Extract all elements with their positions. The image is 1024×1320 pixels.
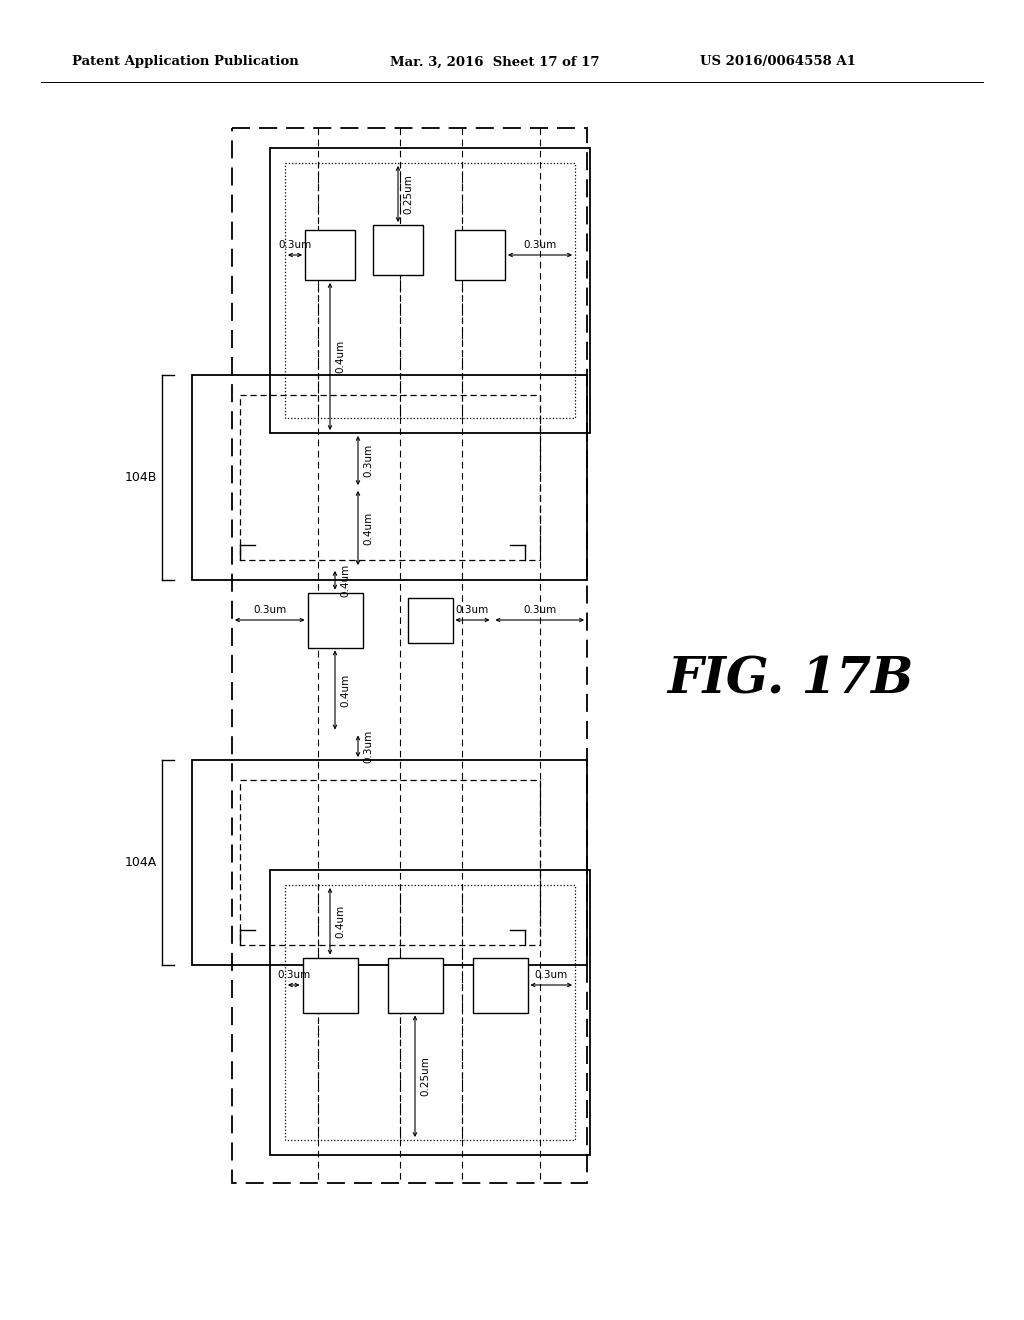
Bar [193, 760, 587, 965]
Bar [472, 957, 527, 1012]
Bar [285, 884, 575, 1140]
Text: FIG. 17B: FIG. 17B [667, 656, 913, 705]
Text: 0.3um: 0.3um [535, 970, 568, 979]
Text: 0.3um: 0.3um [278, 970, 310, 979]
Text: 0.4um: 0.4um [340, 673, 350, 706]
Text: 0.4um: 0.4um [335, 339, 345, 374]
Text: 0.25um: 0.25um [420, 1056, 430, 1096]
Text: 104A: 104A [125, 855, 157, 869]
Bar [285, 162, 575, 418]
Bar [270, 148, 590, 433]
Bar [240, 395, 540, 560]
Bar [387, 957, 442, 1012]
Bar [270, 870, 590, 1155]
Text: 0.3um: 0.3um [523, 605, 556, 615]
Bar [305, 230, 355, 280]
Bar [232, 128, 587, 1183]
Text: 0.4um: 0.4um [340, 564, 350, 597]
Bar [373, 224, 423, 275]
Text: 0.4um: 0.4um [362, 511, 373, 545]
Text: US 2016/0064558 A1: US 2016/0064558 A1 [700, 55, 856, 69]
Bar [240, 780, 540, 945]
Text: 104B: 104B [125, 471, 157, 484]
Bar [307, 593, 362, 648]
Text: Patent Application Publication: Patent Application Publication [72, 55, 299, 69]
Text: 0.3um: 0.3um [279, 240, 311, 249]
Text: 0.3um: 0.3um [253, 605, 287, 615]
Bar [193, 375, 587, 579]
Bar [408, 598, 453, 643]
Text: 0.3um: 0.3um [456, 605, 489, 615]
Text: 0.4um: 0.4um [335, 904, 345, 939]
Text: 0.25um: 0.25um [403, 174, 413, 214]
Text: Mar. 3, 2016  Sheet 17 of 17: Mar. 3, 2016 Sheet 17 of 17 [390, 55, 599, 69]
Text: 0.3um: 0.3um [523, 240, 557, 249]
Bar [455, 230, 505, 280]
Bar [302, 957, 357, 1012]
Text: 0.3um: 0.3um [362, 444, 373, 477]
Text: 0.3um: 0.3um [362, 730, 373, 763]
